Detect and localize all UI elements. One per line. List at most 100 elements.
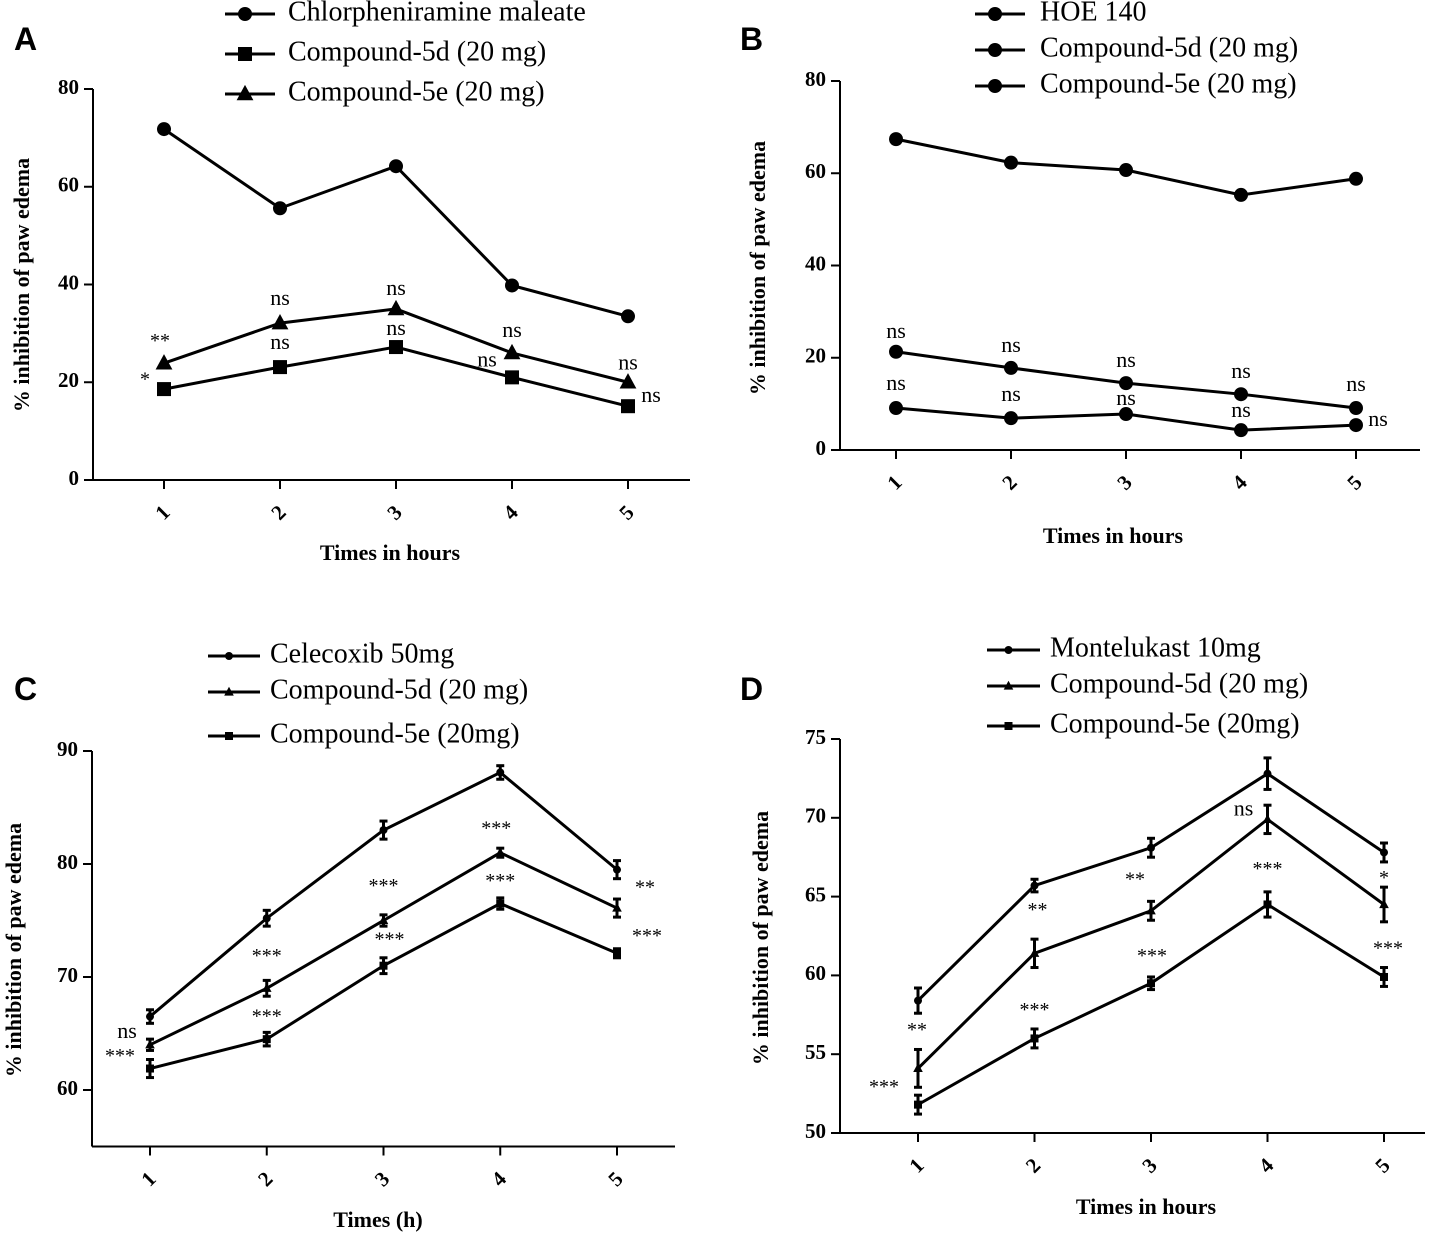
significance-label: ns <box>1116 385 1136 410</box>
x-tick-label: 3 <box>1112 470 1136 494</box>
y-axis-label: % inhibition of paw edema <box>1 823 26 1077</box>
significance-label: *** <box>1373 938 1403 960</box>
series-3: *************** <box>105 870 662 1080</box>
legend-entry: Compound-5e (20mg) <box>208 718 520 749</box>
data-point <box>1030 1034 1039 1043</box>
series-line <box>917 902 1385 1106</box>
y-tick-label: 65 <box>805 882 826 906</box>
data-point <box>1349 401 1363 416</box>
significance-label: * <box>140 369 150 391</box>
data-point <box>1147 979 1155 988</box>
panel-letter: C <box>14 671 37 707</box>
y-tick-label: 70 <box>805 804 826 828</box>
data-point <box>1147 843 1155 852</box>
series-3: *************** <box>869 858 1403 1116</box>
significance-label: ns <box>117 1018 137 1043</box>
significance-label: *** <box>252 945 282 967</box>
series-2: ******ns* <box>907 795 1389 1089</box>
y-tick-label: 20 <box>58 368 79 392</box>
data-point <box>379 961 388 970</box>
significance-label: ns <box>1346 371 1366 396</box>
x-axis-label: Times in hours <box>1043 523 1184 548</box>
significance-label: ns <box>1116 347 1136 372</box>
data-point <box>889 132 903 147</box>
data-point <box>146 1064 154 1073</box>
x-axis-label: Times in hours <box>1076 1194 1217 1219</box>
legend-marker <box>988 7 1002 21</box>
legend-entry: HOE 140 <box>975 0 1147 27</box>
significance-label: ** <box>1125 868 1145 890</box>
chart-panel-b: B 0 20 40 60 80 1 2 3 4 5 Times in hours % inhibitio… <box>740 0 1420 548</box>
data-point <box>155 354 173 370</box>
legend-label: Compound-5d (20 mg) <box>1050 668 1308 699</box>
legend-marker <box>1004 722 1013 730</box>
panel-letter: B <box>740 21 763 57</box>
significance-label: ns <box>270 285 290 310</box>
data-point <box>145 1039 155 1049</box>
significance-label: ns <box>1231 397 1251 422</box>
data-point <box>1119 407 1133 422</box>
data-point <box>1234 187 1248 202</box>
x-tick-label: 2 <box>1021 1153 1045 1177</box>
legend-entry: Compound-5e (20 mg) <box>975 68 1297 99</box>
data-point <box>1146 905 1156 915</box>
data-point <box>613 865 621 874</box>
legend-label: Compound-5e (20 mg) <box>288 76 545 107</box>
significance-label: *** <box>632 925 662 947</box>
significance-label: * <box>1379 867 1389 889</box>
data-point <box>1262 814 1273 823</box>
significance-label: ns <box>1234 795 1254 820</box>
legend-marker <box>1004 646 1013 654</box>
legend-marker <box>236 84 254 101</box>
data-point <box>495 847 506 857</box>
significance-label: ** <box>907 1019 927 1041</box>
significance-label: ns <box>477 346 497 371</box>
data-point <box>613 949 621 958</box>
data-point <box>146 1012 154 1021</box>
legend-label: Chlorpheniramine maleate <box>288 0 586 27</box>
data-point <box>387 299 405 316</box>
data-point <box>389 159 403 174</box>
y-axis-label: % inhibition of paw edema <box>745 141 770 395</box>
series-1 <box>157 122 635 324</box>
data-point <box>378 915 389 925</box>
data-point <box>157 382 171 397</box>
series-2: ns*********** <box>117 817 655 1052</box>
significance-label: ns <box>1368 406 1388 431</box>
data-point <box>262 914 271 923</box>
series-1 <box>146 764 621 1025</box>
y-axis-label: % inhibition of paw edema <box>748 811 773 1065</box>
significance-label: ns <box>502 317 522 342</box>
legend-entry: Compound-5e (20mg) <box>987 708 1300 739</box>
series-1 <box>914 756 1388 1015</box>
x-tick-label: 4 <box>498 500 523 525</box>
legend-label: HOE 140 <box>1040 0 1147 27</box>
data-point <box>1119 376 1133 391</box>
data-point <box>1004 155 1018 170</box>
x-tick-label: 1 <box>136 1167 160 1191</box>
x-tick-label: 3 <box>370 1167 394 1191</box>
significance-label: *** <box>481 817 511 839</box>
chart-panel-a: A 0 20 40 60 80 1 2 3 4 5 Times in hours % inhibitio… <box>9 0 690 565</box>
data-point <box>496 899 505 908</box>
y-tick-label: 60 <box>805 961 826 985</box>
legend-label: Compound-5e (20 mg) <box>1040 68 1297 99</box>
data-point <box>273 360 287 375</box>
x-tick-label: 1 <box>882 470 906 494</box>
legend-label: Celecoxib 50mg <box>270 638 454 669</box>
y-tick-label: 80 <box>805 67 826 91</box>
chart-panel-c: C 60 70 80 90 1 2 3 4 5 Times (h) % inhibition of p… <box>1 638 675 1232</box>
data-point <box>261 983 272 992</box>
significance-label: *** <box>1020 999 1050 1021</box>
x-tick-label: 4 <box>487 1166 512 1191</box>
data-point <box>889 401 903 416</box>
significance-label: ns <box>641 382 661 407</box>
legend-marker <box>988 79 1002 93</box>
significance-label: ns <box>1231 358 1251 383</box>
x-tick-label: 2 <box>253 1167 277 1191</box>
legend-entry: Montelukast 10mg <box>987 632 1261 663</box>
legend-marker <box>225 732 233 740</box>
legend-label: Compound-5d (20 mg) <box>1040 32 1298 63</box>
